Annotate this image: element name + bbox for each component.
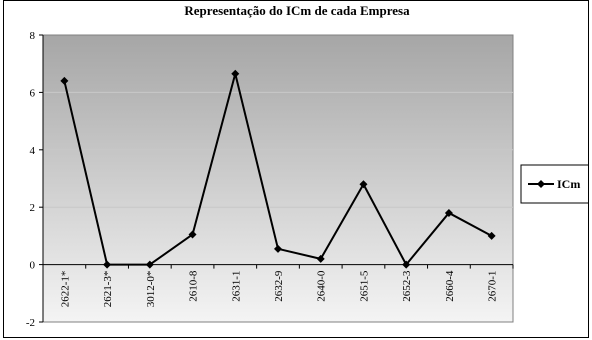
- data-point: [487, 231, 496, 240]
- line-chart: -2 0 2 4 6 8 2622-1* 2621-3* 3012-0* 2610-8 2631-1…: [26, 30, 588, 329]
- data-point: [274, 244, 282, 253]
- plot-area: [42, 34, 514, 323]
- x-tick-label: 2670-1: [487, 271, 499, 302]
- data-point: [444, 208, 453, 217]
- y-tick-label: 0: [30, 260, 36, 272]
- x-tick-label: 2621-3*: [102, 271, 114, 308]
- y-tick-label: 8: [30, 30, 36, 42]
- x-tick-label: 2631-1: [230, 271, 242, 302]
- x-tick-label: 2632-9: [273, 270, 285, 302]
- y-tick-label: 2: [30, 202, 36, 214]
- legend-marker-swatch: [537, 180, 545, 188]
- data-point: [359, 180, 368, 189]
- legend-label: ICm: [557, 177, 580, 191]
- x-tick-label: 2651-5: [358, 270, 370, 302]
- x-tick-label: 2660-4: [444, 270, 456, 302]
- data-point: [188, 230, 197, 239]
- x-tick-label: 2640-0: [316, 270, 328, 302]
- x-tick-label: 2652-3: [401, 270, 413, 302]
- data-point: [145, 260, 154, 269]
- chart-title: Representação do ICm de cada Empresa: [184, 3, 410, 18]
- x-tick-label: 3012-0*: [145, 271, 157, 308]
- data-point: [402, 260, 411, 269]
- y-tick-label: 6: [30, 87, 36, 99]
- data-point: [103, 260, 112, 269]
- y-tick-label: -2: [26, 317, 35, 329]
- x-tick-label: 2610-8: [188, 270, 200, 302]
- chart-frame: Representação do ICm de cada Empresa -2 0…: [3, 0, 589, 338]
- x-tick-label: 2622-1*: [59, 271, 71, 308]
- data-point: [231, 69, 240, 78]
- data-point: [60, 76, 69, 85]
- y-tick-label: 4: [30, 145, 36, 157]
